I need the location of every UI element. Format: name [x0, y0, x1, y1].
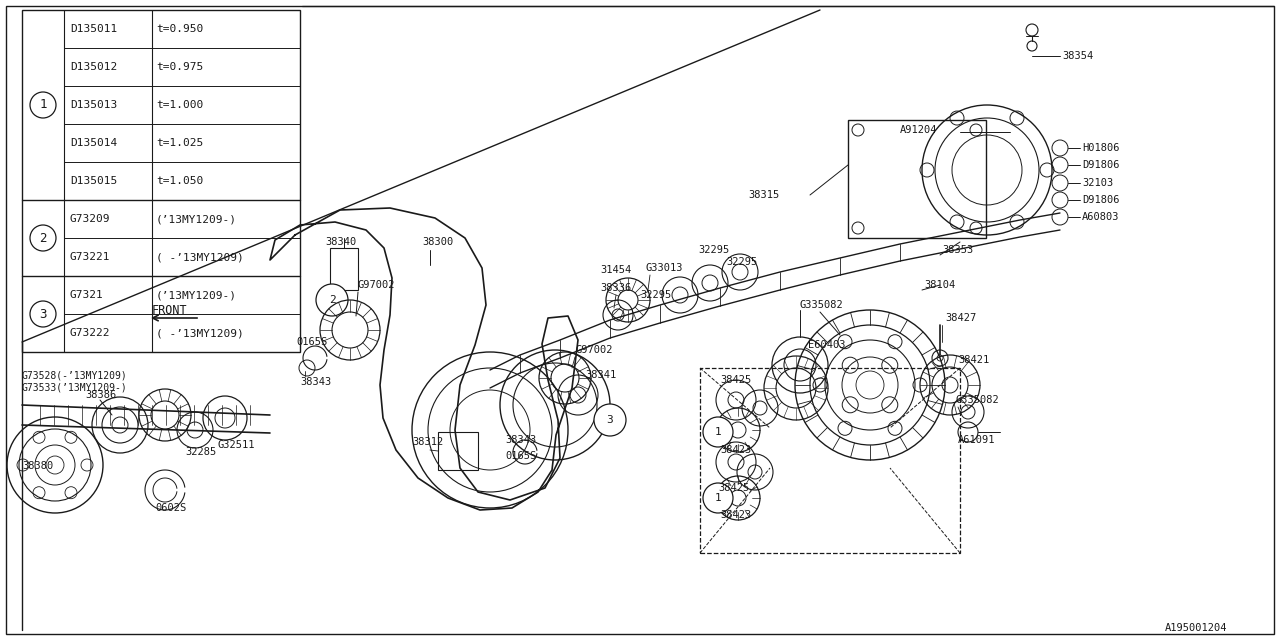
Text: D135012: D135012	[70, 62, 118, 72]
Text: 38341: 38341	[585, 370, 616, 380]
Bar	[330, 248, 358, 290]
Text: 38380: 38380	[22, 461, 54, 471]
Bar	[22, 10, 300, 352]
Bar	[438, 432, 477, 470]
Text: 1: 1	[714, 427, 722, 437]
Text: G97002: G97002	[358, 280, 396, 290]
Circle shape	[316, 284, 348, 316]
Text: 38343: 38343	[506, 435, 536, 445]
Text: G73222: G73222	[70, 328, 110, 338]
Text: t=0.950: t=0.950	[156, 24, 204, 34]
Text: 32295: 32295	[640, 290, 671, 300]
Bar	[849, 120, 986, 238]
Text: 38354: 38354	[1062, 51, 1093, 61]
Text: 32295: 32295	[726, 257, 758, 267]
Text: 32285: 32285	[186, 447, 216, 457]
Text: 2: 2	[40, 232, 47, 244]
Text: G335082: G335082	[800, 300, 844, 310]
Text: 3: 3	[40, 307, 47, 321]
Text: G33013: G33013	[645, 263, 682, 273]
Text: 38386: 38386	[84, 390, 116, 400]
Text: G73209: G73209	[70, 214, 110, 224]
Text: D91806: D91806	[1082, 195, 1120, 205]
Text: 38343: 38343	[300, 377, 332, 387]
Text: 38315: 38315	[749, 190, 780, 200]
Text: 38421: 38421	[957, 355, 989, 365]
Text: D135014: D135014	[70, 138, 118, 148]
Text: 38340: 38340	[325, 237, 356, 247]
Text: 38423: 38423	[719, 510, 751, 520]
Text: 38353: 38353	[942, 245, 973, 255]
Text: t=1.025: t=1.025	[156, 138, 204, 148]
Circle shape	[594, 404, 626, 436]
Text: D91806: D91806	[1082, 160, 1120, 170]
Text: 38104: 38104	[924, 280, 955, 290]
Text: 38425: 38425	[718, 483, 749, 493]
Text: FRONT: FRONT	[152, 303, 188, 317]
Text: A60803: A60803	[1082, 212, 1120, 222]
Text: ( -’13MY1209): ( -’13MY1209)	[156, 252, 243, 262]
Text: 38425: 38425	[719, 375, 751, 385]
Text: 38427: 38427	[945, 313, 977, 323]
Text: G73533(’13MY1209-): G73533(’13MY1209-)	[22, 383, 128, 393]
Text: 38300: 38300	[422, 237, 453, 247]
Text: 38423: 38423	[719, 445, 751, 455]
Text: 3: 3	[607, 415, 613, 425]
Text: H01806: H01806	[1082, 143, 1120, 153]
Text: G32511: G32511	[218, 440, 256, 450]
Text: A91204: A91204	[900, 125, 937, 135]
Text: 31454: 31454	[600, 265, 631, 275]
Text: G335082: G335082	[955, 395, 998, 405]
Text: 0602S: 0602S	[155, 503, 187, 513]
Text: 1: 1	[40, 99, 47, 111]
Text: (’13MY1209-): (’13MY1209-)	[156, 214, 237, 224]
Text: (’13MY1209-): (’13MY1209-)	[156, 290, 237, 300]
Circle shape	[703, 483, 733, 513]
Text: t=0.975: t=0.975	[156, 62, 204, 72]
Circle shape	[703, 417, 733, 447]
Text: 0165S: 0165S	[296, 337, 328, 347]
Text: 32295: 32295	[698, 245, 730, 255]
Text: 2: 2	[329, 295, 335, 305]
Text: 38336: 38336	[600, 283, 631, 293]
Text: G73528(-’13MY1209): G73528(-’13MY1209)	[22, 370, 128, 380]
Text: t=1.000: t=1.000	[156, 100, 204, 110]
Text: A195001204: A195001204	[1165, 623, 1228, 633]
Text: G97002: G97002	[575, 345, 613, 355]
Text: D135011: D135011	[70, 24, 118, 34]
Text: 32103: 32103	[1082, 178, 1114, 188]
Text: D135015: D135015	[70, 176, 118, 186]
Text: 0165S: 0165S	[506, 451, 536, 461]
Text: G7321: G7321	[70, 290, 104, 300]
Bar	[700, 368, 960, 553]
Text: D135013: D135013	[70, 100, 118, 110]
Text: 38312: 38312	[412, 437, 443, 447]
Text: E60403: E60403	[808, 340, 846, 350]
Text: 1: 1	[714, 493, 722, 503]
Text: ( -’13MY1209): ( -’13MY1209)	[156, 328, 243, 338]
Text: A61091: A61091	[957, 435, 996, 445]
Text: t=1.050: t=1.050	[156, 176, 204, 186]
Text: G73221: G73221	[70, 252, 110, 262]
